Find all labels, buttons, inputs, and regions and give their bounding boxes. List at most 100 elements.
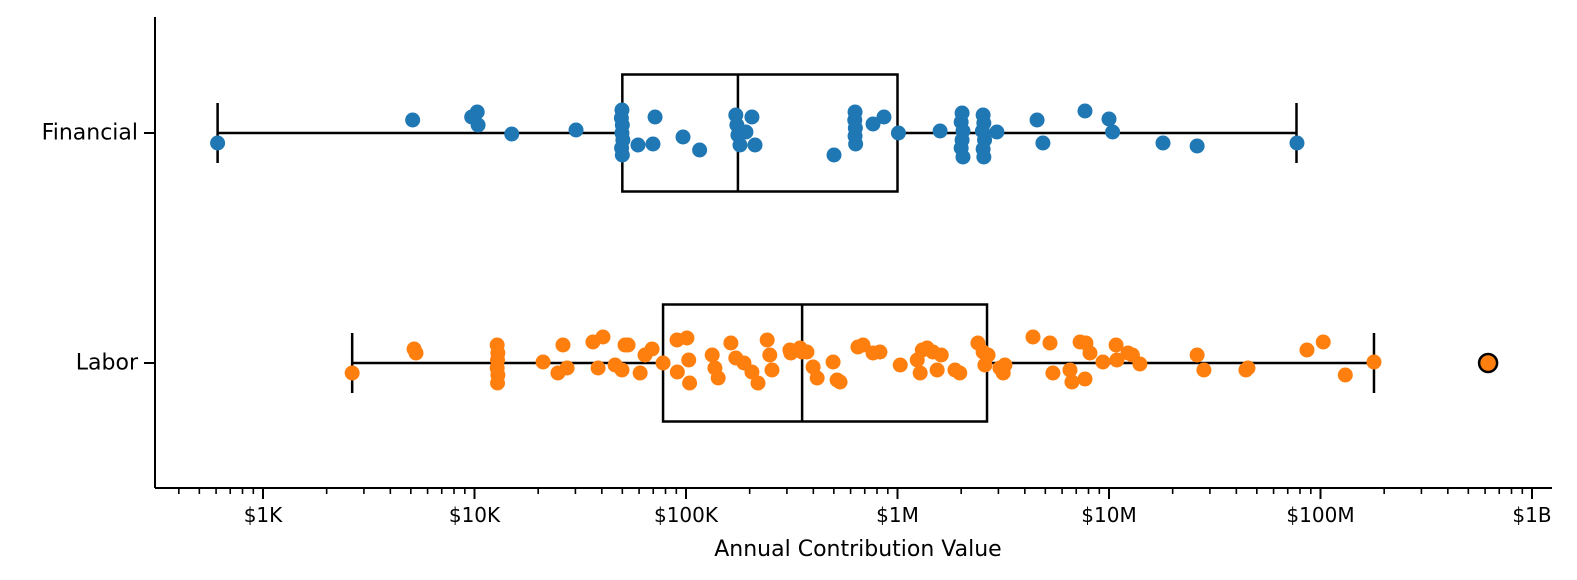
data-point	[826, 147, 842, 163]
chart-content: $1K $10K $100K $1M $10M $100M $1B	[178, 73, 1552, 527]
data-point	[952, 365, 968, 381]
data-point	[764, 362, 780, 378]
data-point	[876, 109, 892, 125]
data-point	[759, 332, 775, 348]
data-point	[647, 109, 663, 125]
data-point	[955, 149, 971, 165]
data-point	[405, 112, 421, 128]
data-point	[595, 329, 611, 345]
data-point	[1035, 135, 1051, 151]
data-point	[655, 355, 671, 371]
data-point	[929, 362, 945, 378]
data-point	[1082, 345, 1098, 361]
data-point	[976, 149, 992, 165]
data-point	[704, 347, 720, 363]
data-point	[997, 357, 1013, 373]
x-axis-tick-label: $10M	[1081, 503, 1136, 527]
data-point	[1289, 135, 1305, 151]
data-point	[1108, 337, 1124, 353]
data-point	[989, 124, 1005, 140]
data-point	[644, 341, 660, 357]
data-point	[1045, 365, 1061, 381]
data-point	[1025, 329, 1041, 345]
data-point	[825, 354, 841, 370]
data-point	[1101, 111, 1117, 127]
x-axis-tick-label: $100M	[1286, 503, 1354, 527]
data-point	[681, 352, 697, 368]
data-point	[1189, 347, 1205, 363]
data-point	[620, 337, 636, 353]
data-point	[590, 360, 606, 376]
data-point	[744, 364, 760, 380]
data-point	[933, 347, 949, 363]
data-point	[1029, 112, 1045, 128]
data-point	[892, 357, 908, 373]
data-point	[855, 337, 871, 353]
data-point	[744, 109, 760, 125]
data-point	[344, 365, 360, 381]
data-point	[980, 347, 996, 363]
data-point	[1095, 354, 1111, 370]
x-axis-tick-label: $1K	[244, 503, 283, 527]
data-point	[872, 344, 888, 360]
data-point	[832, 374, 848, 390]
data-point	[210, 135, 226, 151]
data-point	[738, 124, 754, 140]
data-point	[568, 122, 584, 138]
data-point	[1132, 356, 1148, 372]
data-point	[1196, 362, 1212, 378]
data-point	[710, 370, 726, 386]
data-point	[1064, 374, 1080, 390]
data-point	[469, 104, 485, 120]
data-point	[912, 365, 928, 381]
data-point	[1315, 334, 1331, 350]
data-point	[679, 330, 695, 346]
data-point	[723, 335, 739, 351]
data-point	[732, 137, 748, 153]
data-point	[504, 126, 520, 142]
data-point	[1109, 352, 1125, 368]
data-point	[1240, 360, 1256, 376]
data-point	[865, 116, 881, 132]
data-point	[682, 375, 698, 391]
data-point	[1155, 135, 1171, 151]
data-point	[890, 125, 906, 141]
category-label-labor: Labor	[76, 351, 139, 376]
data-point	[645, 136, 661, 152]
data-point	[1105, 124, 1121, 140]
data-point	[559, 360, 575, 376]
data-point	[1077, 103, 1093, 119]
data-point	[1299, 342, 1315, 358]
data-point	[799, 344, 815, 360]
data-point	[1366, 354, 1382, 370]
data-point	[747, 137, 763, 153]
x-axis-tick-label: $1M	[876, 503, 919, 527]
x-axis-tick-label: $1B	[1512, 503, 1551, 527]
outlier-point	[1477, 352, 1499, 374]
data-point	[675, 129, 691, 145]
data-point	[614, 147, 630, 163]
x-axis-tick-label: $100K	[654, 503, 719, 527]
data-point	[535, 354, 551, 370]
data-point	[1337, 367, 1353, 383]
data-point	[692, 142, 708, 158]
data-point	[1062, 362, 1078, 378]
data-point	[1077, 371, 1093, 387]
category-label-financial: Financial	[42, 121, 138, 146]
data-point	[555, 337, 571, 353]
data-point	[932, 123, 948, 139]
data-point	[630, 137, 646, 153]
data-point	[490, 375, 506, 391]
data-point	[1042, 335, 1058, 351]
data-point	[408, 345, 424, 361]
data-point	[848, 136, 864, 152]
data-point	[470, 117, 486, 133]
data-point	[809, 370, 825, 386]
data-point	[614, 362, 630, 378]
x-axis-title: Annual Contribution Value	[714, 537, 1001, 562]
data-point	[632, 365, 648, 381]
x-axis-tick-label: $10K	[449, 503, 501, 527]
data-point	[669, 364, 685, 380]
data-point	[1189, 138, 1205, 154]
